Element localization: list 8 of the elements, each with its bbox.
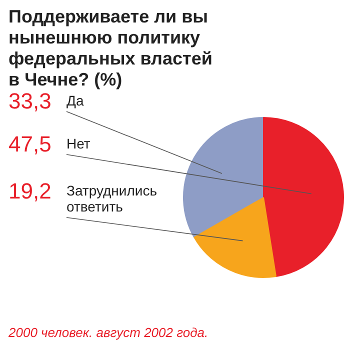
- data-label: 19,2: [8, 178, 52, 204]
- slice-label: Да: [66, 92, 84, 108]
- data-label: 47,5: [8, 132, 52, 156]
- chart-title: Поддерживаете ли вы нынешнюю политику федеральных властей в Чечне? (%): [8, 6, 212, 90]
- text: 2000 человек. август 2002 года.: [8, 325, 208, 340]
- slice-label: Затруднились ответить: [66, 182, 158, 214]
- data-label: 33,3: [8, 88, 52, 114]
- slice-label: Нет: [66, 136, 91, 152]
